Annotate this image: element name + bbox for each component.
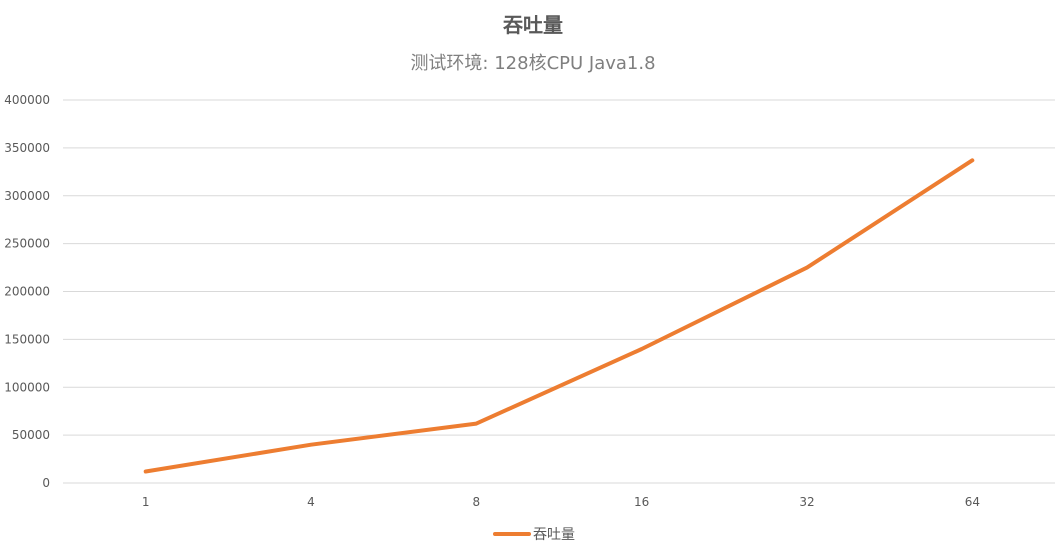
x-tick-label: 1 (142, 495, 150, 509)
y-tick-label: 0 (42, 476, 50, 490)
x-tick-label: 64 (965, 495, 980, 509)
x-tick-label: 16 (634, 495, 649, 509)
series-layer (143, 158, 975, 474)
y-tick-label: 400000 (4, 93, 50, 107)
y-tick-label: 50000 (12, 428, 50, 442)
y-tick-label: 200000 (4, 285, 50, 299)
series-line (143, 158, 975, 474)
grid-lines (63, 99, 1055, 484)
x-axis-tick-labels: 1 4 8 16 32 64 (142, 495, 980, 509)
x-tick-label: 32 (799, 495, 814, 509)
x-tick-label: 8 (473, 495, 481, 509)
y-tick-label: 100000 (4, 380, 50, 394)
legend-label: 吞吐量 (533, 527, 575, 543)
chart-title: 吞吐量 (503, 13, 563, 37)
chart-subtitle: 测试环境: 128核CPU Java1.8 (410, 53, 655, 74)
legend: 吞吐量 (493, 527, 575, 543)
y-tick-label: 350000 (4, 141, 50, 155)
y-tick-label: 300000 (4, 189, 50, 203)
x-tick-label: 4 (307, 495, 315, 509)
y-axis-tick-labels: 0 50000 100000 150000 200000 250000 300000 3500… (4, 93, 50, 490)
y-tick-label: 250000 (4, 237, 50, 251)
y-tick-label: 150000 (4, 332, 50, 346)
